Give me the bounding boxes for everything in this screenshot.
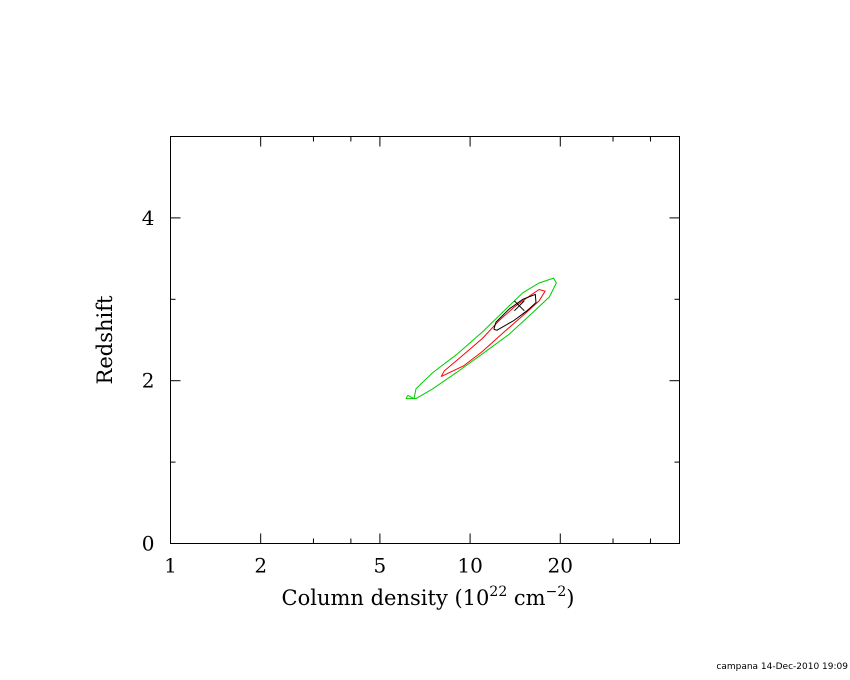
best-fit-cross-b (513, 300, 525, 312)
contour-level-1 (405, 277, 557, 400)
tick-marks (170, 136, 680, 544)
y-tick-label: 2 (142, 369, 155, 393)
y-tick-label: 4 (142, 206, 155, 230)
y-axis-title: Redshift (93, 295, 117, 384)
y-tick-label: 0 (142, 532, 155, 556)
x-tick-label: 5 (374, 554, 387, 578)
tick-labels: 1 2 5 10 20 0 2 4 (142, 206, 573, 578)
contour-level-2 (440, 288, 546, 378)
x-tick-label: 10 (457, 554, 482, 578)
x-axis-title: Column density (1022 cm−2) (282, 584, 575, 610)
contour-lines (405, 277, 557, 400)
x-tick-label: 1 (164, 554, 177, 578)
x-tick-label: 2 (254, 554, 267, 578)
plot-frame (170, 136, 680, 544)
x-tick-label: 20 (548, 554, 573, 578)
best-fit-marker (513, 300, 525, 312)
footer-timestamp: campana 14-Dec-2010 19:09 (716, 662, 848, 672)
contour-level-3 (493, 293, 537, 331)
